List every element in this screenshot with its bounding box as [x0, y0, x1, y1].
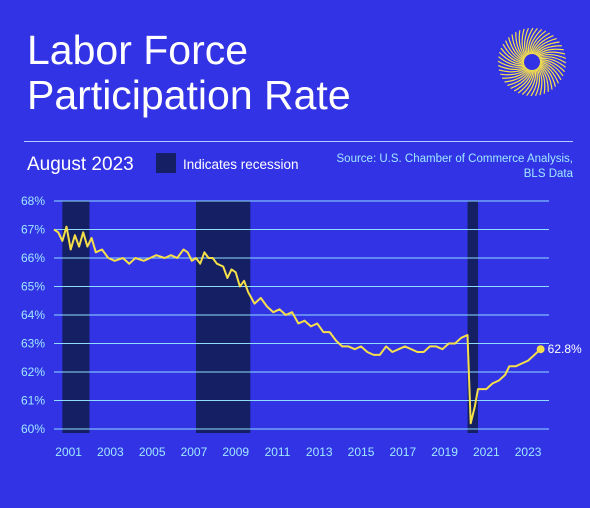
end-point-marker: [536, 345, 545, 354]
recession-band-3: [467, 201, 478, 433]
x-tick-label: 2023: [515, 445, 542, 459]
x-tick-label: 2003: [97, 445, 124, 459]
x-tick-label: 2015: [348, 445, 375, 459]
y-tick-label: 65%: [21, 280, 45, 294]
logo-ray: [539, 63, 556, 87]
logo-ray: [527, 28, 538, 55]
end-value-label: 62.8%: [548, 342, 582, 356]
sunburst-logo-icon: [497, 27, 567, 97]
y-tick-label: 67%: [21, 223, 45, 237]
logo-ray: [539, 60, 564, 77]
logo-ray: [500, 47, 525, 64]
logo-ray: [507, 69, 531, 86]
y-tick-label: 62%: [21, 365, 45, 379]
logo-ray: [532, 35, 554, 55]
logo-ray: [526, 27, 534, 56]
logo-ray: [539, 64, 553, 90]
x-tick-label: 2021: [473, 445, 500, 459]
x-tick-label: 2011: [265, 445, 291, 459]
x-axis-ticks: 2001 2003 2005 2007 2009 2011 2013 2015 2017 2019…: [55, 445, 542, 459]
logo-ray: [497, 60, 526, 68]
logo-ray: [530, 30, 547, 55]
y-tick-label: 63%: [21, 337, 45, 351]
logo-ray: [539, 57, 566, 68]
logo-ray: [529, 28, 543, 55]
recession-legend-swatch: [156, 153, 176, 173]
logo-ray: [518, 30, 527, 58]
logo-ray: [500, 67, 528, 76]
logo-ray: [521, 69, 535, 96]
logo-ray: [497, 64, 526, 70]
logo-ray: [531, 32, 551, 55]
logo-ray: [538, 54, 567, 60]
logo-ray: [535, 45, 562, 56]
y-tick-label: 68%: [21, 194, 45, 208]
page-title: Labor Force Participation Rate: [27, 28, 467, 118]
logo-ray: [508, 37, 525, 61]
logo-ray: [526, 69, 537, 96]
logo-ray: [539, 59, 566, 73]
logo-ray: [498, 51, 525, 65]
logo-ray: [530, 68, 538, 97]
logo-ray: [502, 43, 525, 63]
recession-bands: [62, 201, 478, 433]
logo-ray: [498, 56, 525, 67]
logo-ray: [534, 68, 540, 97]
logo-ray: [517, 69, 534, 94]
y-tick-label: 64%: [21, 308, 45, 322]
logo-ray: [510, 69, 532, 89]
logo-ray: [513, 69, 533, 92]
series-line: [53, 225, 542, 425]
source-note: Source: U.S. Chamber of Commerce Analysi…: [313, 152, 573, 182]
x-tick-label: 2019: [431, 445, 458, 459]
logo-ray: [505, 40, 525, 62]
y-axis-ticks: 60% 61% 62% 63% 64% 65% 66% 67% 68%: [21, 194, 45, 436]
chart-subtitle: August 2023: [27, 154, 134, 175]
logo-ray: [498, 67, 527, 73]
logo-ray: [537, 51, 566, 57]
source-line-1: Source: U.S. Chamber of Commerce Analysi…: [336, 153, 573, 165]
end-label-layer: 62.8%: [548, 342, 582, 356]
recession-legend-label: Indicates recession: [183, 157, 299, 172]
series-line-layer: [53, 225, 545, 425]
source-line-2: BLS Data: [523, 168, 573, 180]
logo-ray: [538, 65, 549, 92]
logo-ray: [515, 32, 526, 59]
title-line-2: Participation Rate: [27, 72, 351, 118]
logo-ray: [536, 48, 564, 57]
logo-ray: [524, 27, 530, 56]
x-tick-label: 2013: [306, 445, 333, 459]
logo-ray: [538, 56, 567, 64]
logo-ray: [539, 62, 559, 84]
y-tick-label: 61%: [21, 394, 45, 408]
logo-ray: [533, 38, 557, 55]
title-line-1: Labor Force: [27, 27, 249, 73]
logo-ray: [537, 66, 546, 94]
x-tick-label: 2001: [55, 445, 82, 459]
logo-ray: [539, 61, 562, 81]
logo-ray: [534, 41, 560, 55]
logo-ray: [521, 28, 527, 57]
y-tick-label: 66%: [21, 251, 45, 265]
logo-ray: [504, 69, 530, 83]
logo-ray: [502, 68, 529, 79]
recession-band-2: [196, 201, 251, 433]
logo-ray: [511, 34, 525, 60]
x-tick-label: 2007: [181, 445, 208, 459]
header-divider: [24, 141, 573, 142]
x-tick-label: 2005: [139, 445, 166, 459]
y-tick-label: 60%: [21, 422, 45, 436]
logo-ray: [537, 67, 543, 96]
x-tick-label: 2017: [389, 445, 416, 459]
x-tick-label: 2009: [222, 445, 249, 459]
